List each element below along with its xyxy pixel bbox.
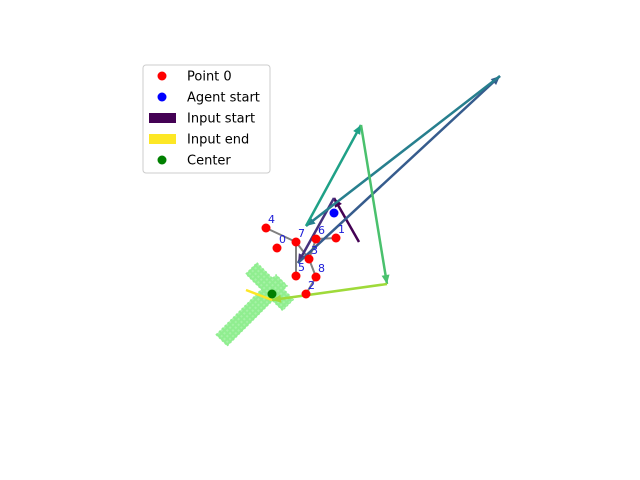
keypoint-marker [272,243,282,253]
keypoint-marker [261,223,271,233]
trajectory-line [271,282,388,302]
trajectory-line [359,124,389,285]
keypoints: 0 1 2 3 4 5 67 8 [261,208,345,299]
cross-marker-shape [215,261,295,347]
skeleton-edge [265,227,297,243]
legend-label: Agent start [187,91,260,106]
keypoint-label: 3 [311,244,318,257]
trajectory-segment [304,124,363,227]
legend-entry: Input end [149,133,249,148]
keypoint-label: 8 [318,262,325,275]
legend-swatch-dot [157,155,167,165]
trajectory-line [297,75,501,264]
keypoint-marker [291,271,301,281]
trajectory-arrowhead [353,125,361,135]
agent-start-marker [329,208,339,218]
legend-entry: Center [157,154,231,169]
keypoint-marker [301,289,311,299]
legend-label: Center [187,154,231,169]
keypoint-marker [311,234,321,244]
legend-swatch-bar [149,134,176,144]
keypoint-label: 1 [338,223,345,236]
trajectory-line [305,75,501,227]
trajectory-arrowhead [334,198,342,208]
trajectory-segment [332,197,361,243]
keypoint-label: 6 [318,224,325,237]
keypoint-marker [311,272,321,282]
trajectory-segment [297,75,501,264]
trajectory-line [304,124,363,227]
trajectory-arrowhead [381,274,390,284]
keypoint-label: 0 [279,233,286,246]
keypoint-label: 7 [298,227,305,240]
legend-frame [142,64,271,174]
trajectory-segment [271,282,388,303]
trajectory-arrows [245,75,501,303]
legend-entry: Input start [149,112,255,127]
trajectory-line [245,288,273,302]
keypoint-marker [331,233,341,243]
center-marker [267,289,277,299]
legend-entry: Agent start [157,91,260,106]
keypoint-marker [291,237,301,247]
legend-label: Point 0 [187,70,232,85]
legend-swatch-dot [157,71,167,81]
legend: Point 0 Agent start Input start Input end Ce… [142,64,271,174]
target-cross-marker [215,261,295,347]
trajectory-segment [305,75,501,227]
legend-label: Input start [187,112,255,127]
trajectory-segment [359,124,390,285]
legend-entry: Point 0 [157,70,232,85]
keypoint-label: 2 [308,279,315,292]
legend-swatch-dot [157,92,167,102]
legend-swatch-bar [149,113,176,123]
keypoint-marker [304,254,314,264]
legend-label: Input end [187,133,249,148]
trajectory-arrowhead [272,294,282,303]
trajectory-segment [245,288,273,302]
keypoint-label: 5 [298,261,305,274]
keypoint-label: 4 [268,213,275,226]
